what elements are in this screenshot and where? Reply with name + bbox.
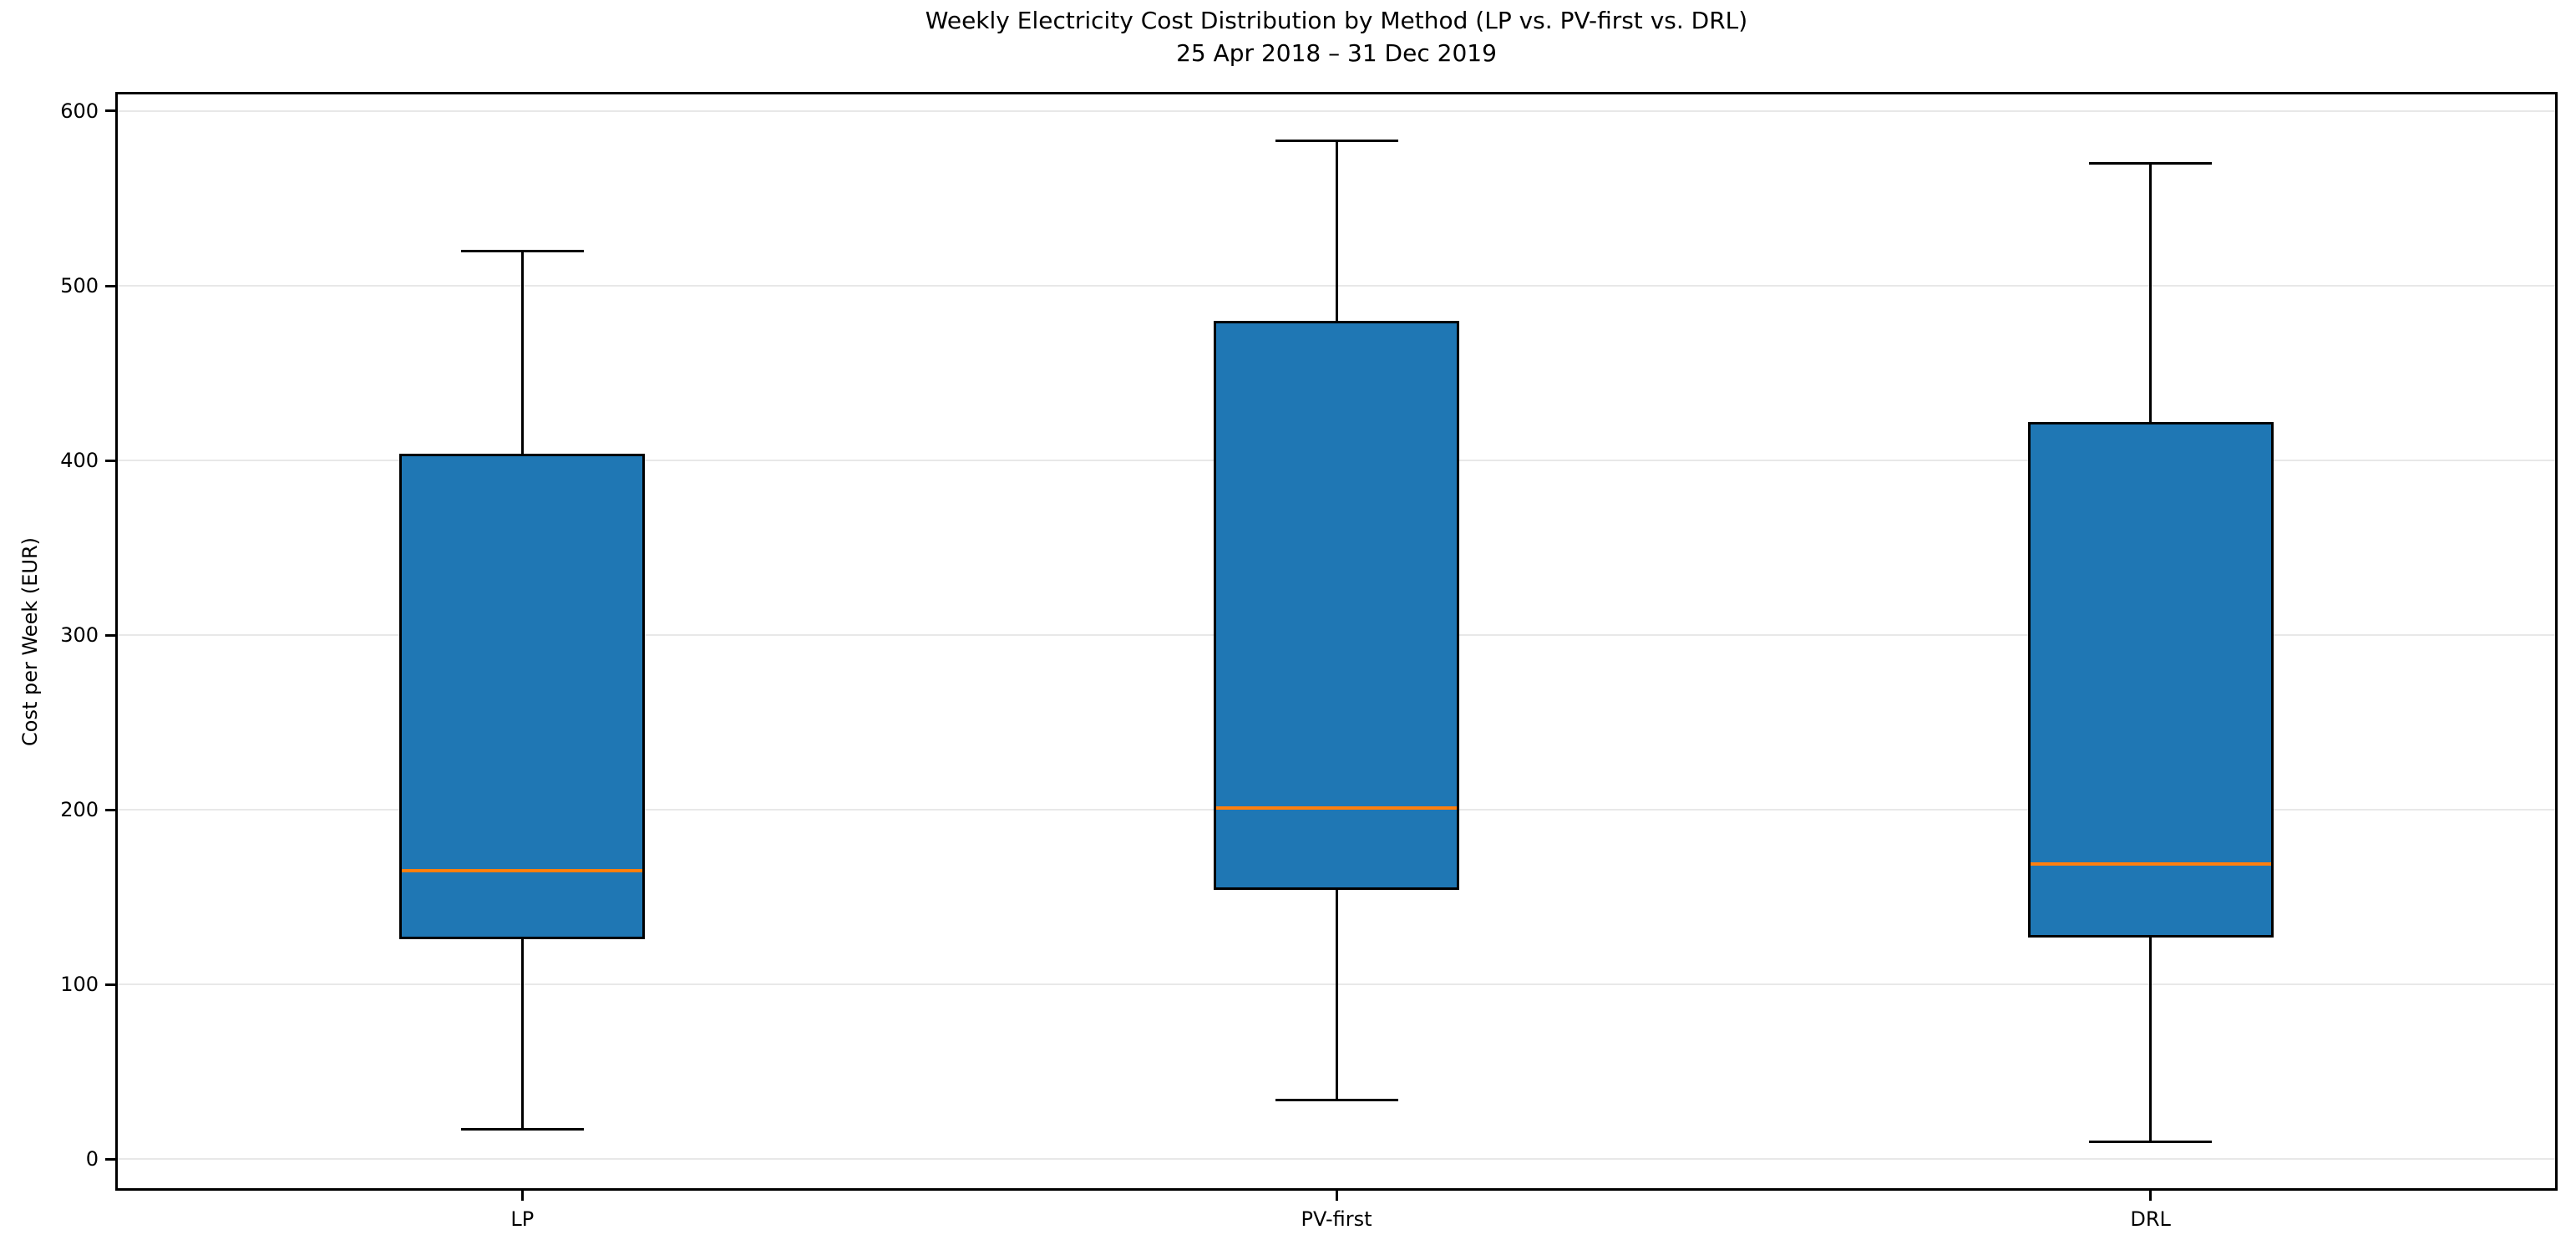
whisker-cap-lp-high <box>460 249 584 252</box>
y-tick-mark-400 <box>105 459 115 462</box>
whisker-drl-upper <box>2149 163 2153 423</box>
median-drl <box>2030 862 2271 866</box>
plot-area <box>115 92 2558 1191</box>
chart-title: Weekly Electricity Cost Distribution by … <box>925 7 1748 34</box>
chart-subtitle: 25 Apr 2018 – 31 Dec 2019 <box>1176 39 1497 67</box>
whisker-drl-lower <box>2149 937 2153 1142</box>
median-pv-first <box>1216 806 1457 811</box>
y-tick-mark-500 <box>105 284 115 287</box>
whisker-cap-drl-low <box>2089 1140 2213 1143</box>
whisker-cap-pv-first-high <box>1275 140 1398 143</box>
whisker-cap-pv-first-low <box>1275 1098 1398 1101</box>
box-drl <box>2027 422 2274 938</box>
y-tick-mark-600 <box>105 109 115 113</box>
whisker-lp-upper <box>520 251 524 454</box>
x-tick-label-lp: LP <box>510 1207 535 1231</box>
y-tick-label-300: 300 <box>60 623 99 648</box>
x-tick-label-pv-first: PV-first <box>1301 1207 1372 1231</box>
y-tick-label-500: 500 <box>60 274 99 298</box>
whisker-pv-first-upper <box>1335 140 1338 321</box>
x-tick-label-drl: DRL <box>2130 1207 2171 1231</box>
whisker-lp-lower <box>520 938 524 1130</box>
x-tick-mark-pv-first <box>1335 1191 1338 1201</box>
box-pv-first <box>1214 320 1459 891</box>
y-tick-label-600: 600 <box>60 99 99 123</box>
median-lp <box>402 869 643 873</box>
whisker-cap-drl-high <box>2089 162 2213 165</box>
whisker-pv-first-lower <box>1335 890 1338 1100</box>
y-tick-mark-0 <box>105 1157 115 1161</box>
whisker-cap-lp-low <box>460 1128 584 1131</box>
y-tick-mark-200 <box>105 808 115 811</box>
gridline-600 <box>115 109 2558 112</box>
y-tick-label-200: 200 <box>60 798 99 822</box>
y-tick-label-0: 0 <box>85 1147 99 1171</box>
y-tick-mark-300 <box>105 633 115 637</box>
box-lp <box>399 453 646 939</box>
y-tick-label-400: 400 <box>60 449 99 473</box>
y-tick-mark-100 <box>105 983 115 986</box>
y-tick-label-100: 100 <box>60 973 99 997</box>
x-tick-mark-drl <box>2149 1191 2153 1201</box>
x-tick-mark-lp <box>520 1191 524 1201</box>
gridline-0 <box>115 1158 2558 1161</box>
